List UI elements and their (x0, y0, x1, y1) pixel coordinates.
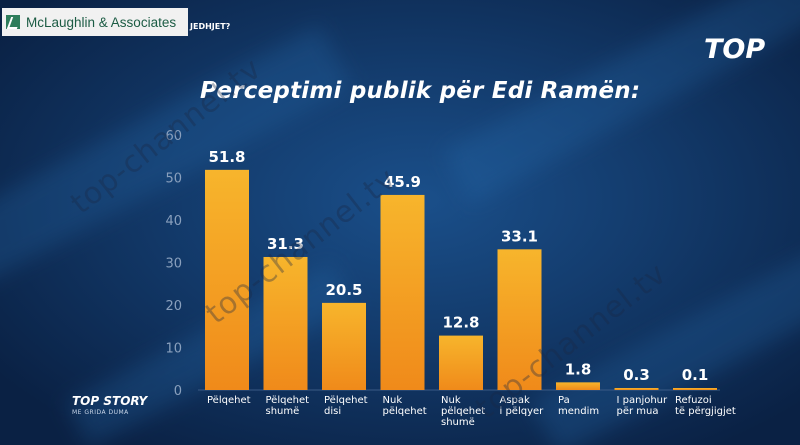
y-tick-label: 10 (165, 342, 182, 357)
bar-value-label: 12.8 (442, 314, 479, 332)
y-tick-label: 0 (174, 384, 182, 399)
category-label: shumë (441, 417, 475, 428)
bar (614, 388, 659, 390)
category-label: Pa (558, 395, 570, 406)
category-label: mendim (558, 406, 599, 417)
top-channel-logo-text: TOP (704, 34, 765, 65)
category-label: i pëlqyer (500, 406, 545, 417)
bar-value-label: 51.8 (208, 148, 245, 166)
pollster-logo: McLaughlin & Associates (2, 8, 188, 36)
bar-value-label: 1.8 (565, 360, 592, 378)
y-tick-label: 50 (165, 172, 182, 187)
bar (556, 382, 600, 390)
top-channel-logo: TOP (704, 34, 765, 65)
bar (263, 256, 308, 390)
bar-value-label: 20.5 (325, 281, 362, 299)
category-label: pëlqehet (441, 406, 485, 417)
show-host: ME GRIDA DUMA (72, 409, 129, 416)
y-tick-label: 30 (165, 257, 182, 272)
category-label: Pëlqehet (266, 395, 310, 406)
bar-value-label: 0.1 (682, 366, 709, 384)
category-label: Refuzoi (675, 395, 712, 406)
bar-value-label: 31.3 (267, 235, 304, 253)
bar-value-label: 45.9 (384, 173, 421, 191)
category-label: për mua (617, 406, 659, 417)
bar (673, 388, 717, 390)
bar (497, 249, 542, 390)
category-label: të përgjigjet (675, 406, 736, 417)
category-label: pëlqehet (383, 406, 427, 417)
question-fragment: JEDHJET? (190, 22, 231, 31)
category-label: Pëlqehet (207, 395, 251, 406)
show-name: TOP STORY (72, 394, 148, 408)
bar (205, 169, 249, 390)
category-label: disi (324, 406, 341, 417)
bar-value-label: 33.1 (501, 227, 538, 245)
bar (439, 335, 483, 390)
category-label: Pëlqehet (324, 395, 368, 406)
category-label: Aspak (500, 395, 531, 406)
bar (322, 302, 366, 390)
chart-title: Perceptimi publik për Edi Ramën: (200, 78, 641, 104)
y-tick-label: 40 (165, 214, 182, 229)
y-tick-label: 20 (165, 299, 182, 314)
pollster-name: McLaughlin & Associates (26, 14, 177, 30)
show-logo: TOP STORY ME GRIDA DUMA (72, 394, 147, 416)
y-tick-label: 60 (165, 129, 182, 144)
pollster-mark-icon (6, 15, 20, 29)
bar (380, 194, 425, 390)
bar-value-label: 0.3 (623, 366, 650, 384)
category-label: Nuk (441, 395, 461, 406)
category-label: I panjohur (617, 395, 669, 406)
category-label: Nuk (383, 395, 403, 406)
category-label: shumë (266, 406, 300, 417)
